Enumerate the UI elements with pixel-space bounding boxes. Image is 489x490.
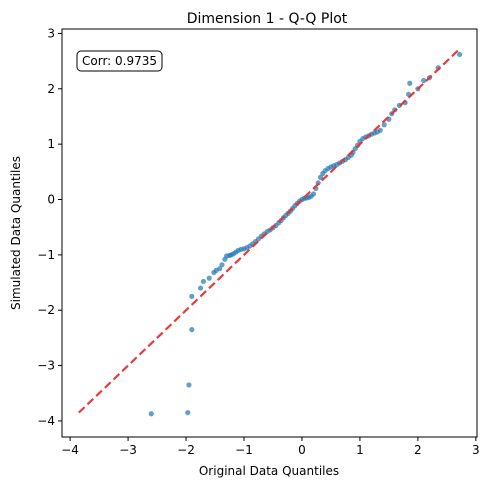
y-tick-label: −2 [37,303,55,317]
y-tick-label: 1 [47,137,55,151]
data-point [457,51,463,58]
annotation-box [76,50,163,72]
plot-frame [61,28,478,438]
data-point [206,275,212,281]
chart-title: Dimension 1 - Q-Q Plot [187,11,348,27]
x-axis-label: Original Data Quantiles [199,464,339,478]
data-point [421,77,427,84]
x-tick-label: −3 [119,443,137,457]
data-point [197,285,204,291]
x-tick-label: −2 [177,443,195,457]
data-point [219,262,225,268]
y-tick-label: 3 [47,26,55,40]
x-tick-label: −1 [235,443,253,457]
data-point [148,411,154,417]
x-tick-label: 3 [472,443,480,457]
data-point [217,266,223,272]
data-point [310,191,317,197]
x-tick-label: 1 [356,443,364,457]
y-tick-label: 0 [47,193,55,207]
y-tick-label: 2 [47,82,55,96]
y-tick-label: −1 [37,248,55,262]
reference-line [78,49,460,414]
data-point [381,122,387,128]
data-point [185,410,191,416]
data-point [189,293,195,299]
y-axis-label: Simulated Data Quantiles [9,156,23,310]
correlation-text: Corr: 0.9735 [82,54,157,68]
y-tick-label: −3 [37,359,55,373]
data-point [189,327,195,333]
x-tick-label: 2 [414,443,422,457]
x-tick-label: −4 [61,443,79,457]
data-point [186,382,192,388]
data-point [407,80,413,86]
data-point [377,127,383,133]
x-tick-label: 0 [298,443,306,457]
data-point [317,174,324,180]
correlation-annotation: Corr: 0.9735 [76,50,163,72]
data-point [200,278,207,285]
y-tick-label: −4 [37,414,55,428]
